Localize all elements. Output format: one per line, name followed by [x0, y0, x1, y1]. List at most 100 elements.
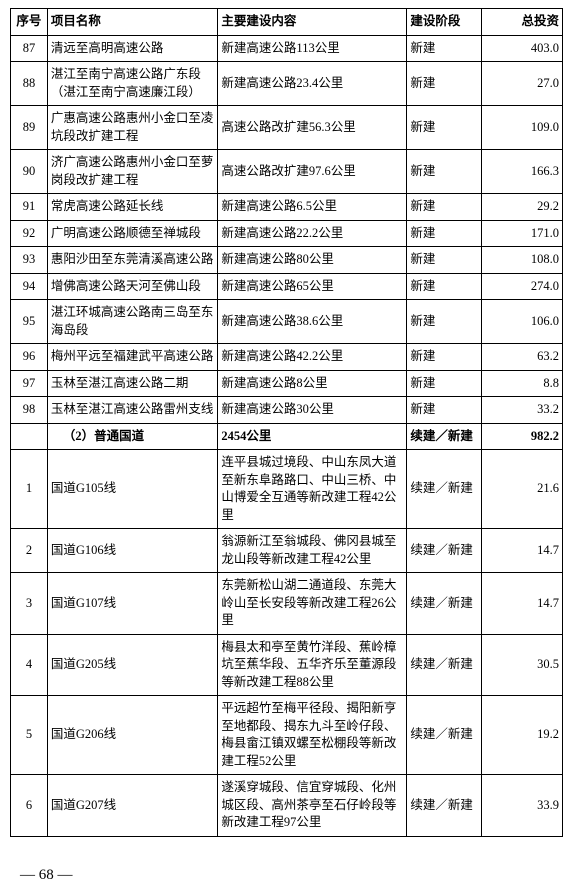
cell-seq: 88: [11, 62, 48, 106]
cell-invest: 108.0: [482, 247, 563, 274]
cell-content: 高速公路改扩建56.3公里: [218, 106, 407, 150]
cell-name: 湛江至南宁高速公路广东段（湛江至南宁高速廉江段）: [47, 62, 218, 106]
cell-name: （2）普通国道: [47, 423, 218, 450]
cell-seq: 6: [11, 775, 48, 837]
cell-name: 国道G207线: [47, 775, 218, 837]
cell-phase: 续建／新建: [407, 634, 482, 696]
table-row: 87清远至高明高速公路新建高速公路113公里新建403.0: [11, 35, 563, 62]
cell-seq: 89: [11, 106, 48, 150]
cell-phase: 新建: [407, 300, 482, 344]
cell-invest: 30.5: [482, 634, 563, 696]
cell-invest: 14.7: [482, 529, 563, 573]
cell-invest: 29.2: [482, 194, 563, 221]
cell-seq: 5: [11, 696, 48, 775]
cell-invest: 21.6: [482, 450, 563, 529]
cell-name: 梅州平远至福建武平高速公路: [47, 344, 218, 371]
cell-seq: 87: [11, 35, 48, 62]
table-row: 98玉林至湛江高速公路雷州支线新建高速公路30公里新建33.2: [11, 397, 563, 424]
cell-seq: 93: [11, 247, 48, 274]
cell-name: 广明高速公路顺德至禅城段: [47, 220, 218, 247]
cell-name: 常虎高速公路延长线: [47, 194, 218, 221]
cell-content: 新建高速公路80公里: [218, 247, 407, 274]
cell-seq: 97: [11, 370, 48, 397]
cell-name: 国道G107线: [47, 573, 218, 635]
table-row: 92广明高速公路顺德至禅城段新建高速公路22.2公里新建171.0: [11, 220, 563, 247]
table-row: 1国道G105线连平县城过境段、中山东凤大道至新东阜路路口、中山三桥、中山博爱全…: [11, 450, 563, 529]
cell-phase: 续建／新建: [407, 423, 482, 450]
cell-content: 新建高速公路23.4公里: [218, 62, 407, 106]
cell-phase: 续建／新建: [407, 450, 482, 529]
cell-phase: 续建／新建: [407, 573, 482, 635]
cell-phase: 新建: [407, 370, 482, 397]
cell-phase: 新建: [407, 247, 482, 274]
cell-name: 玉林至湛江高速公路雷州支线: [47, 397, 218, 424]
data-table: 序号 项目名称 主要建设内容 建设阶段 总投资 87清远至高明高速公路新建高速公…: [10, 8, 563, 837]
table-row: 96梅州平远至福建武平高速公路新建高速公路42.2公里新建63.2: [11, 344, 563, 371]
cell-content: 新建高速公路65公里: [218, 273, 407, 300]
cell-invest: 33.2: [482, 397, 563, 424]
cell-name: 玉林至湛江高速公路二期: [47, 370, 218, 397]
cell-invest: 109.0: [482, 106, 563, 150]
cell-seq: 92: [11, 220, 48, 247]
cell-name: 国道G105线: [47, 450, 218, 529]
cell-content: 新建高速公路8公里: [218, 370, 407, 397]
cell-invest: 27.0: [482, 62, 563, 106]
cell-content: 2454公里: [218, 423, 407, 450]
table-row: 2国道G106线翁源新江至翁城段、佛冈县城至龙山段等新改建工程42公里续建／新建…: [11, 529, 563, 573]
cell-invest: 403.0: [482, 35, 563, 62]
cell-seq: 4: [11, 634, 48, 696]
cell-name: 清远至高明高速公路: [47, 35, 218, 62]
cell-name: 国道G205线: [47, 634, 218, 696]
table-row: 6国道G207线遂溪穿城段、信宜穿城段、化州城区段、高州茶亭至石仔岭段等新改建工…: [11, 775, 563, 837]
cell-content: 连平县城过境段、中山东凤大道至新东阜路路口、中山三桥、中山博爱全互通等新改建工程…: [218, 450, 407, 529]
table-row: 97玉林至湛江高速公路二期新建高速公路8公里新建8.8: [11, 370, 563, 397]
cell-phase: 新建: [407, 106, 482, 150]
cell-name: 增佛高速公路天河至佛山段: [47, 273, 218, 300]
cell-seq: 98: [11, 397, 48, 424]
cell-invest: 63.2: [482, 344, 563, 371]
cell-content: 新建高速公路38.6公里: [218, 300, 407, 344]
cell-content: 遂溪穿城段、信宜穿城段、化州城区段、高州茶亭至石仔岭段等新改建工程97公里: [218, 775, 407, 837]
header-name: 项目名称: [47, 9, 218, 36]
cell-invest: 166.3: [482, 150, 563, 194]
cell-seq: 94: [11, 273, 48, 300]
cell-content: 梅县太和亭至黄竹洋段、蕉岭樟坑至蕉华段、五华齐乐至董源段等新改建工程88公里: [218, 634, 407, 696]
cell-seq: [11, 423, 48, 450]
cell-phase: 新建: [407, 344, 482, 371]
cell-content: 新建高速公路22.2公里: [218, 220, 407, 247]
section-row: （2）普通国道2454公里续建／新建982.2: [11, 423, 563, 450]
cell-invest: 171.0: [482, 220, 563, 247]
table-row: 88湛江至南宁高速公路广东段（湛江至南宁高速廉江段）新建高速公路23.4公里新建…: [11, 62, 563, 106]
cell-phase: 续建／新建: [407, 529, 482, 573]
table-row: 4国道G205线梅县太和亭至黄竹洋段、蕉岭樟坑至蕉华段、五华齐乐至董源段等新改建…: [11, 634, 563, 696]
cell-seq: 1: [11, 450, 48, 529]
cell-phase: 续建／新建: [407, 775, 482, 837]
table-row: 89广惠高速公路惠州小金口至凌坑段改扩建工程高速公路改扩建56.3公里新建109…: [11, 106, 563, 150]
cell-phase: 新建: [407, 273, 482, 300]
cell-name: 国道G206线: [47, 696, 218, 775]
header-row: 序号 项目名称 主要建设内容 建设阶段 总投资: [11, 9, 563, 36]
cell-name: 惠阳沙田至东莞清溪高速公路: [47, 247, 218, 274]
cell-invest: 33.9: [482, 775, 563, 837]
header-seq: 序号: [11, 9, 48, 36]
cell-invest: 982.2: [482, 423, 563, 450]
cell-content: 高速公路改扩建97.6公里: [218, 150, 407, 194]
cell-phase: 新建: [407, 220, 482, 247]
cell-phase: 新建: [407, 62, 482, 106]
cell-phase: 新建: [407, 150, 482, 194]
table-row: 94增佛高速公路天河至佛山段新建高速公路65公里新建274.0: [11, 273, 563, 300]
cell-content: 东莞新松山湖二通道段、东莞大岭山至长安段等新改建工程26公里: [218, 573, 407, 635]
cell-phase: 新建: [407, 35, 482, 62]
table-body: 87清远至高明高速公路新建高速公路113公里新建403.088湛江至南宁高速公路…: [11, 35, 563, 836]
cell-content: 新建高速公路6.5公里: [218, 194, 407, 221]
cell-seq: 90: [11, 150, 48, 194]
cell-name: 济广高速公路惠州小金口至萝岗段改扩建工程: [47, 150, 218, 194]
cell-seq: 95: [11, 300, 48, 344]
cell-seq: 2: [11, 529, 48, 573]
header-content: 主要建设内容: [218, 9, 407, 36]
table-row: 5国道G206线平远超竹至梅平径段、揭阳新亨至地都段、揭东九斗至岭仔段、梅县畲江…: [11, 696, 563, 775]
page-number: — 68 —: [10, 867, 563, 884]
table-row: 90济广高速公路惠州小金口至萝岗段改扩建工程高速公路改扩建97.6公里新建166…: [11, 150, 563, 194]
cell-phase: 续建／新建: [407, 696, 482, 775]
table-row: 91常虎高速公路延长线新建高速公路6.5公里新建29.2: [11, 194, 563, 221]
